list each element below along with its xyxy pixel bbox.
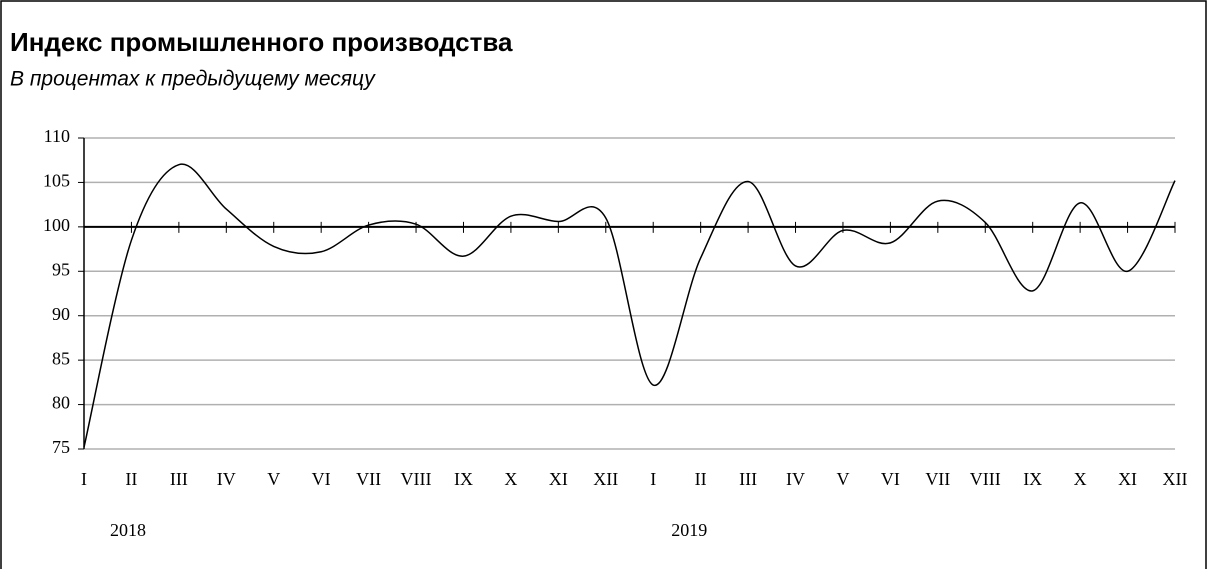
x-tick-label: XI [1118, 469, 1137, 489]
x-tick-label: XII [593, 469, 618, 489]
y-tick-label: 75 [52, 437, 70, 457]
series-line [83, 163, 1176, 448]
x-tick-label: II [695, 469, 707, 489]
x-tick-label: VI [881, 469, 900, 489]
x-tick-label: VI [312, 469, 331, 489]
chart-title: Индекс промышленного производства [10, 27, 513, 57]
x-tick-label: IX [1023, 469, 1042, 489]
x-tick-label: IV [786, 469, 805, 489]
x-tick-label: I [650, 469, 656, 489]
x-tick-label: V [836, 469, 849, 489]
x-tick-label: III [170, 469, 188, 489]
x-tick-label: X [504, 469, 517, 489]
x-tick-label: XI [549, 469, 568, 489]
y-tick-label: 90 [52, 304, 70, 324]
x-tick-label: III [739, 469, 757, 489]
y-tick-label: 80 [52, 393, 70, 413]
year-label: 2018 [110, 520, 146, 540]
x-tick-label: VIII [401, 469, 432, 489]
y-tick-label: 95 [52, 259, 70, 279]
y-tick-label: 100 [43, 215, 70, 235]
y-tick-label: 110 [44, 126, 70, 146]
chart-subtitle: В процентах к предыдущему месяцу [10, 68, 376, 91]
y-tick-label: 85 [52, 348, 70, 368]
x-tick-label: VII [925, 469, 950, 489]
x-tick-label: IX [454, 469, 473, 489]
y-tick-label: 105 [43, 171, 70, 191]
x-tick-label: II [125, 469, 137, 489]
x-tick-label: VII [356, 469, 381, 489]
x-tick-label: VIII [970, 469, 1001, 489]
year-label: 2019 [671, 520, 707, 540]
x-tick-label: X [1074, 469, 1087, 489]
x-tick-label: IV [217, 469, 236, 489]
x-tick-label: XII [1163, 469, 1188, 489]
x-tick-label: V [267, 469, 280, 489]
x-tick-label: I [81, 469, 87, 489]
